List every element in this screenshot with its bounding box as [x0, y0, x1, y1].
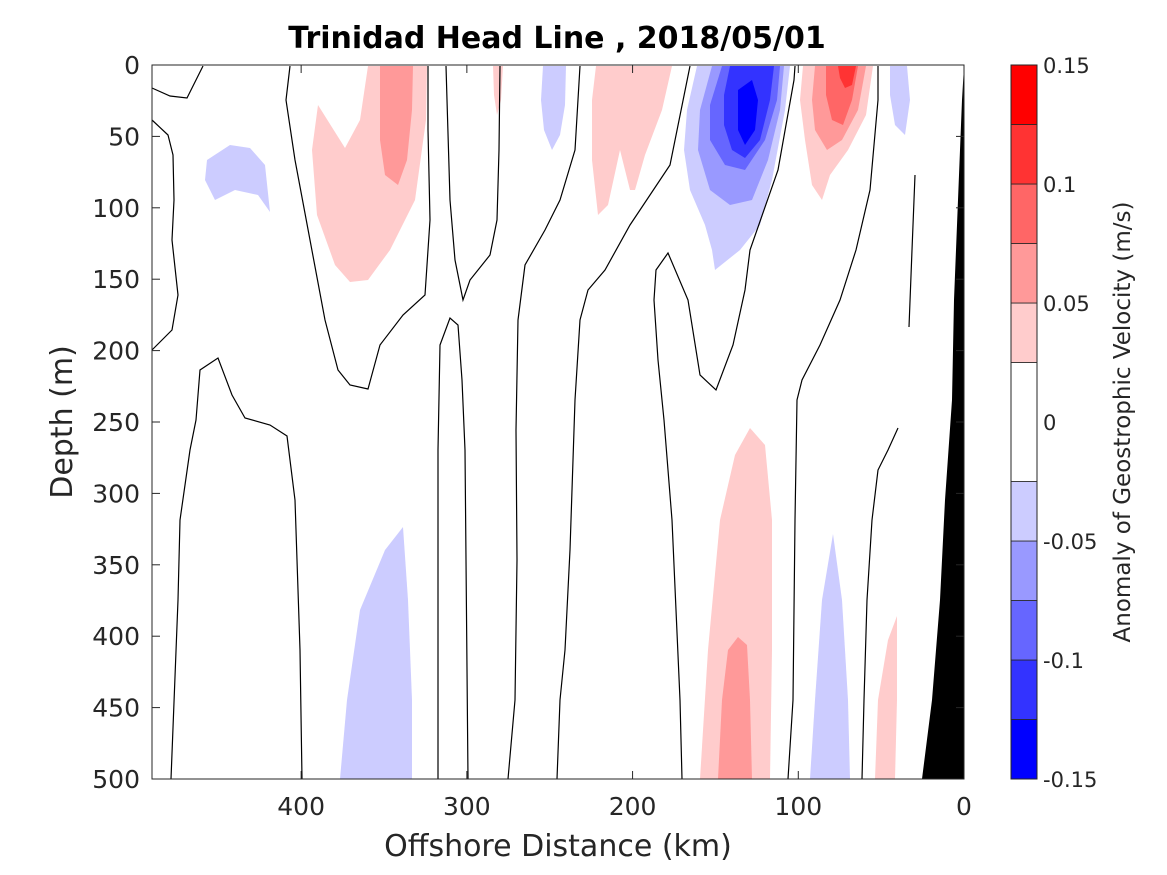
colorbar-swatch	[1010, 183, 1038, 244]
anomaly-region	[810, 534, 850, 779]
y-tick-label: 500	[92, 765, 140, 794]
y-tick-label: 100	[92, 194, 140, 223]
contour-line	[908, 174, 916, 328]
anomaly-region	[700, 428, 772, 779]
contour-line	[170, 357, 303, 780]
y-tick-label: 250	[92, 408, 140, 437]
x-tick-label: 400	[277, 792, 325, 821]
zero-contours	[151, 65, 916, 780]
y-tick-label: 450	[92, 694, 140, 723]
contour-line	[787, 66, 879, 780]
anomaly-region	[340, 527, 412, 779]
colorbar-swatch	[1010, 362, 1038, 482]
x-tick-label: 0	[956, 792, 972, 821]
colorbar-tick-label: 0.1	[1043, 173, 1076, 197]
y-tick-label: 400	[92, 622, 140, 651]
y-tick-label: 50	[108, 122, 140, 151]
colorbar-swatch	[1010, 64, 1038, 125]
chart-title: Trinidad Head Line , 2018/05/01	[288, 21, 825, 56]
colorbar-tick-label: 0.15	[1043, 54, 1090, 78]
colorbar-label: Anomaly of Geostrophic Velocity (m/s)	[1110, 202, 1136, 643]
anomaly-region	[541, 66, 566, 150]
y-tick-label: 150	[92, 265, 140, 294]
x-tick-label: 100	[774, 792, 822, 821]
anomaly-region	[738, 80, 758, 145]
anomaly-region	[380, 66, 413, 185]
anomaly-region	[838, 66, 856, 88]
colorbar-swatch	[1010, 600, 1038, 661]
colorbar-frame	[1010, 64, 1038, 780]
x-tick-label: 300	[443, 792, 491, 821]
colorbar-swatch	[1010, 481, 1038, 542]
colorbar-tick-label: 0.05	[1043, 292, 1090, 316]
contour-line	[285, 65, 431, 390]
y-axis: 0 50 100 150 200 250 300 350 400 450 500	[92, 51, 964, 794]
x-axis: 400 300 200 100 0	[277, 65, 972, 821]
colorbar-swatch	[1010, 124, 1038, 185]
contour-line	[861, 427, 899, 780]
contour-line	[507, 65, 581, 780]
contour-line	[151, 65, 204, 99]
x-axis-label: Offshore Distance (km)	[384, 829, 732, 864]
y-tick-label: 0	[124, 51, 140, 80]
plot-area: 400 300 200 100 0 0 50 100 150 200 250 300 350 400 45…	[92, 51, 972, 821]
anomaly-region	[493, 66, 503, 115]
anomaly-region	[890, 66, 910, 135]
contour-line	[653, 65, 796, 780]
colorbar-swatch	[1010, 243, 1038, 304]
anomaly-region	[718, 637, 752, 779]
colorbar-tick-label: 0	[1043, 411, 1056, 435]
velocity-fills	[205, 66, 910, 779]
colorbar-tick-label: -0.15	[1043, 768, 1097, 792]
contour-line	[445, 65, 501, 303]
colorbar: 0.15 0.1 0.05 0 -0.05 -0.1 -0.15	[1010, 54, 1097, 792]
colorbar-tick-label: -0.1	[1043, 649, 1084, 673]
contour-line	[556, 65, 691, 780]
y-tick-label: 200	[92, 337, 140, 366]
anomaly-region	[205, 145, 270, 212]
y-tick-label: 300	[92, 479, 140, 508]
contour-line	[151, 119, 179, 351]
anomaly-region	[592, 66, 672, 215]
colorbar-swatch	[1010, 719, 1038, 780]
colorbar-tick-label: -0.05	[1043, 530, 1097, 554]
contour-line	[437, 316, 469, 780]
y-axis-label: Depth (m)	[45, 345, 80, 499]
y-tick-label: 350	[92, 551, 140, 580]
seafloor-mask	[922, 66, 964, 779]
colorbar-swatch	[1010, 540, 1038, 601]
colorbar-swatch	[1010, 302, 1038, 363]
x-tick-label: 200	[609, 792, 657, 821]
colorbar-swatch	[1010, 659, 1038, 720]
anomaly-region	[875, 616, 897, 779]
